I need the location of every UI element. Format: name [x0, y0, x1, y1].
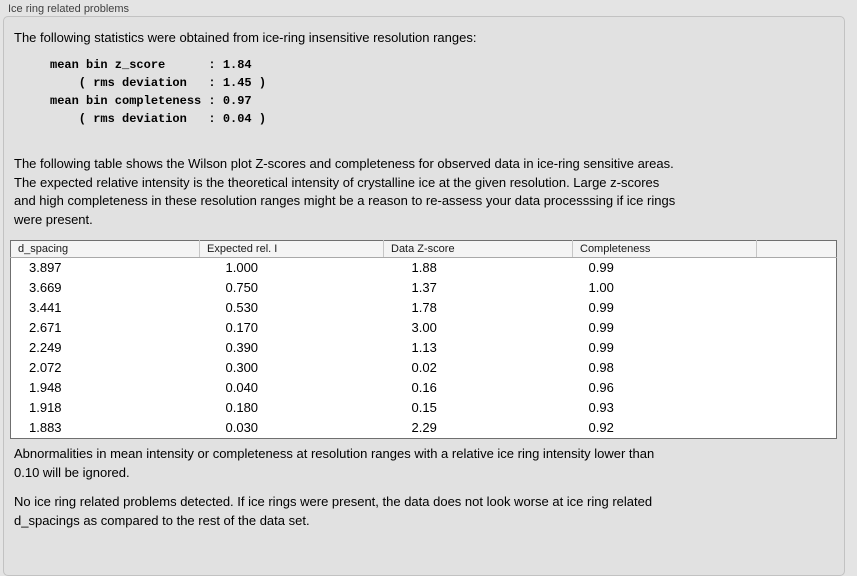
table-cell: 1.37 — [411, 280, 437, 295]
table-cell: 0.16 — [411, 380, 437, 395]
table-row[interactable]: 1.948 0.040 0.16 0.96 — [11, 378, 837, 398]
table-cell: 1.13 — [411, 340, 437, 355]
table-cell: 2.671 — [29, 320, 62, 335]
ignore-note-text: Abnormalities in mean intensity or compl… — [14, 446, 655, 480]
table-row[interactable]: 3.669 0.750 1.37 1.00 — [11, 278, 837, 298]
table-cell-spacer — [757, 398, 837, 418]
ice-ring-table[interactable]: d_spacing Expected rel. I Data Z-score C… — [10, 240, 837, 439]
table-row[interactable]: 2.671 0.170 3.00 0.99 — [11, 318, 837, 338]
table-cell: 0.99 — [588, 320, 614, 335]
table-cell: 1.78 — [411, 300, 437, 315]
table-row[interactable]: 2.072 0.300 0.02 0.98 — [11, 358, 837, 378]
table-cell: 0.390 — [225, 340, 259, 355]
table-cell: 0.96 — [588, 380, 614, 395]
table-cell-spacer — [757, 378, 837, 398]
table-header-row: d_spacing Expected rel. I Data Z-score C… — [10, 240, 837, 258]
table-row[interactable]: 1.883 0.030 2.29 0.92 — [11, 418, 837, 439]
conclusion-text: No ice ring related problems detected. I… — [14, 494, 653, 528]
table-cell: 1.00 — [588, 280, 614, 295]
column-header-d-spacing[interactable]: d_spacing — [10, 240, 200, 258]
table-cell: 0.180 — [225, 400, 259, 415]
table-cell-spacer — [757, 278, 837, 298]
table-cell-spacer — [757, 418, 837, 439]
table-row[interactable]: 3.441 0.530 1.78 0.99 — [11, 298, 837, 318]
table-cell: 3.897 — [29, 260, 62, 275]
table-cell: 0.92 — [588, 420, 614, 435]
table-cell: 0.750 — [225, 280, 259, 295]
table-body: 3.897 1.000 1.88 0.99 3.669 0.750 1.37 1.00 3.44… — [11, 258, 837, 439]
table-cell: 2.249 — [29, 340, 62, 355]
table-cell: 0.300 — [225, 360, 259, 375]
column-header-data-z-score[interactable]: Data Z-score — [383, 240, 573, 258]
column-header-completeness[interactable]: Completeness — [572, 240, 757, 258]
table-cell: 0.99 — [588, 340, 614, 355]
table-cell: 0.93 — [588, 400, 614, 415]
ice-ring-group-box: The following statistics were obtained f… — [3, 16, 845, 576]
table-cell-spacer — [757, 298, 837, 318]
table-cell-spacer — [757, 338, 837, 358]
table-cell: 0.99 — [588, 260, 614, 275]
table-cell-spacer — [757, 258, 837, 279]
table-cell: 1.88 — [411, 260, 437, 275]
table-cell: 0.030 — [225, 420, 259, 435]
table-row[interactable]: 3.897 1.000 1.88 0.99 — [11, 258, 837, 279]
table-cell: 0.99 — [588, 300, 614, 315]
table-cell: 0.15 — [411, 400, 437, 415]
table-cell: 0.02 — [411, 360, 437, 375]
stats-block: mean bin z_score : 1.84 ( rms deviation … — [50, 58, 267, 126]
table-cell: 1.918 — [29, 400, 62, 415]
table-description: The following table shows the Wilson plo… — [14, 156, 676, 227]
table-cell: 0.98 — [588, 360, 614, 375]
table-cell: 1.948 — [29, 380, 62, 395]
table-cell: 0.040 — [225, 380, 259, 395]
table-cell: 2.29 — [411, 420, 437, 435]
column-header-spacer — [756, 240, 837, 258]
table-cell: 0.530 — [225, 300, 259, 315]
column-header-expected-rel-i[interactable]: Expected rel. I — [199, 240, 384, 258]
table-cell-spacer — [757, 318, 837, 338]
table-cell: 1.000 — [225, 260, 259, 275]
table-cell: 3.441 — [29, 300, 62, 315]
table-cell: 1.883 — [29, 420, 62, 435]
table-cell: 2.072 — [29, 360, 62, 375]
table-cell: 3.669 — [29, 280, 62, 295]
intro-text: The following statistics were obtained f… — [14, 30, 477, 45]
table-cell-spacer — [757, 358, 837, 378]
panel-title: Ice ring related problems — [8, 3, 130, 15]
table-cell: 0.170 — [225, 320, 259, 335]
table-row[interactable]: 2.249 0.390 1.13 0.99 — [11, 338, 837, 358]
table-row[interactable]: 1.918 0.180 0.15 0.93 — [11, 398, 837, 418]
table-cell: 3.00 — [411, 320, 437, 335]
